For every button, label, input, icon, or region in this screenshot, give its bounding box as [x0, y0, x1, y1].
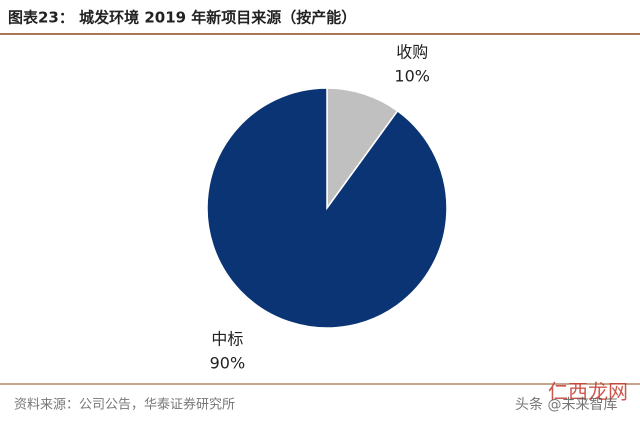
pie-slice [206, 87, 448, 329]
chart-title: 图表23： 城发环境 2019 年新项目来源（按产能） [8, 9, 356, 27]
source: 资料来源：公司公告，华泰证券研究所 [14, 397, 235, 413]
slice-label: 收购 [396, 43, 428, 62]
slice-label: 中标 [211, 330, 243, 349]
slice-value-label: 90% [210, 354, 246, 373]
slice-value-label: 10% [394, 67, 430, 86]
watermark: 仁西龙网 [548, 380, 628, 404]
pie-slice [326, 87, 399, 211]
watermark: 头条 @未来智库 [515, 396, 617, 413]
